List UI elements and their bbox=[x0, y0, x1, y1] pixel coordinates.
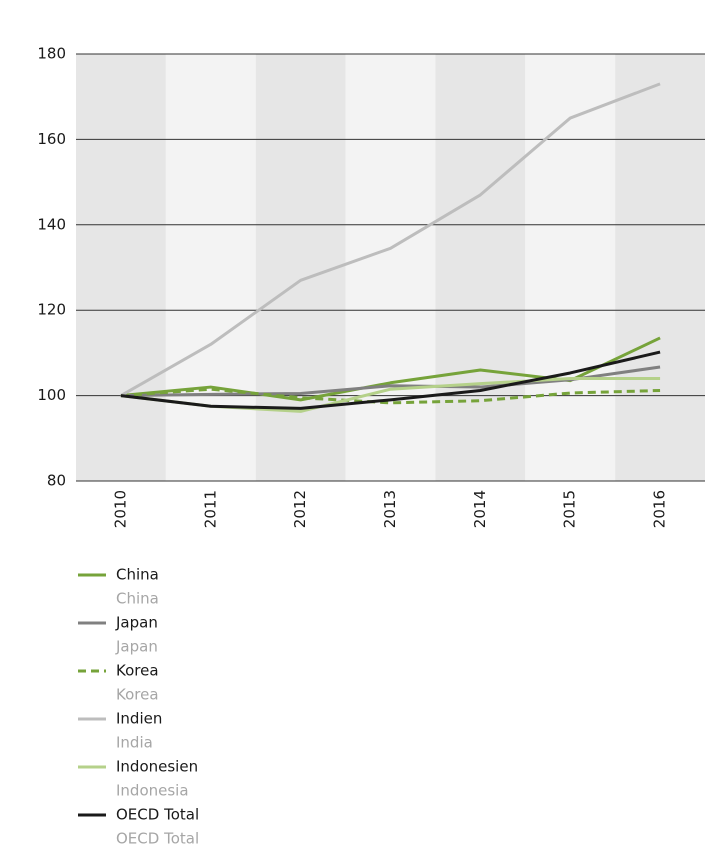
legend-label: China bbox=[116, 566, 159, 584]
y-tick-label: 120 bbox=[37, 301, 66, 319]
x-tick-label: 2015 bbox=[561, 490, 579, 528]
x-tick-label: 2010 bbox=[111, 490, 129, 528]
x-tick-label: 2016 bbox=[651, 490, 669, 528]
y-tick-label: 140 bbox=[37, 215, 66, 233]
x-tick-label: 2014 bbox=[471, 490, 489, 528]
x-tick-label: 2011 bbox=[201, 490, 219, 528]
legend-label-en: Korea bbox=[116, 686, 159, 704]
legend-label-en: China bbox=[116, 590, 159, 608]
x-tick-label: 2013 bbox=[381, 490, 399, 528]
legend-label: Indonesien bbox=[116, 758, 198, 776]
x-tick-label: 2012 bbox=[291, 490, 309, 528]
column-band bbox=[255, 54, 346, 481]
y-tick-label: 80 bbox=[47, 472, 66, 490]
series-line bbox=[120, 82, 661, 397]
column-band bbox=[165, 54, 256, 481]
y-tick-label: 160 bbox=[37, 130, 66, 148]
legend-label-en: Japan bbox=[115, 638, 158, 656]
legend-label-en: Indonesia bbox=[116, 782, 189, 800]
column-band bbox=[615, 54, 705, 481]
column-band bbox=[435, 54, 526, 481]
legend-label-en: India bbox=[116, 734, 153, 752]
column-band bbox=[345, 54, 436, 481]
legend-label: Japan bbox=[115, 614, 158, 632]
legend-label: Indien bbox=[116, 710, 162, 728]
series-line bbox=[120, 350, 661, 410]
legend-label: OECD Total bbox=[116, 806, 199, 824]
y-tick-label: 180 bbox=[37, 45, 66, 63]
column-band bbox=[525, 54, 616, 481]
y-tick-label: 100 bbox=[37, 386, 66, 404]
legend-label: Korea bbox=[116, 662, 159, 680]
column-band bbox=[76, 54, 166, 481]
legend-label-en: OECD Total bbox=[116, 830, 199, 848]
